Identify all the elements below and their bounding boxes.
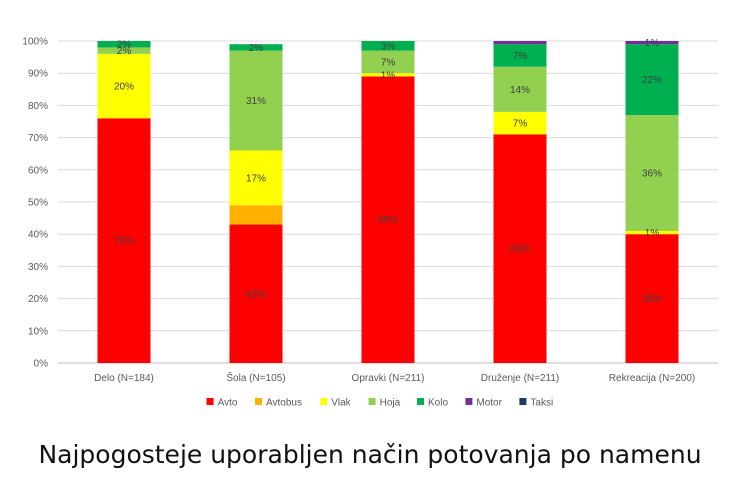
legend-swatch	[465, 398, 473, 405]
bar-segment	[493, 111, 547, 135]
legend-label: Motor	[476, 398, 502, 409]
data-label: 7%	[513, 51, 528, 62]
x-tick-label: Druženje (N=211)	[481, 373, 559, 384]
y-tick-label: 50%	[28, 198, 48, 209]
bars	[97, 41, 679, 364]
y-tick-label: 0%	[34, 359, 49, 370]
data-label: 2%	[117, 46, 132, 57]
legend-label: Avtobus	[266, 398, 302, 409]
bar-segment	[361, 76, 415, 364]
legend-label: Hoja	[380, 398, 401, 409]
legend: Avto Avtobus Vlak Hoja Kolo Motor Taksi	[206, 398, 553, 409]
bar-segment	[493, 44, 547, 67]
legend-swatch	[417, 398, 424, 405]
data-labels: 76%20%2%2%43%17%31%2%89%1%7%3%69%7%14%7%…	[114, 38, 662, 305]
y-tick-label: 100%	[22, 37, 48, 48]
bar-segment	[625, 41, 679, 45]
data-label: 36%	[642, 169, 662, 180]
bar-segment	[361, 73, 415, 77]
legend-swatch	[368, 398, 376, 405]
data-label: 20%	[114, 82, 134, 93]
y-tick-label: 10%	[28, 326, 48, 337]
legend-swatch	[206, 398, 214, 405]
y-tick-label: 30%	[28, 262, 48, 273]
data-label: 31%	[246, 96, 266, 107]
data-label: 2%	[117, 40, 132, 51]
x-axis-ticks: Delo (N=184) Šola (N=105) Opravki (N=211) D…	[94, 371, 695, 384]
y-tick-label: 20%	[28, 294, 48, 305]
y-tick-label: 60%	[28, 165, 48, 176]
y-tick-label: 80%	[28, 101, 48, 112]
x-tick-label: Rekreacija (N=200)	[609, 373, 695, 384]
legend-label: Kolo	[428, 398, 448, 409]
legend-swatch	[519, 398, 527, 405]
chart-caption: Najpogosteje uporabljen način potovanja …	[38, 440, 702, 469]
bar-segment	[229, 50, 283, 151]
data-label: 69%	[510, 244, 530, 255]
data-label: 89%	[378, 215, 398, 226]
data-label: 1%	[645, 228, 660, 239]
bar-segment	[97, 41, 151, 48]
data-label: 43%	[246, 289, 266, 300]
y-tick-label: 70%	[28, 133, 48, 144]
bar-segment	[625, 234, 679, 363]
bar-segment	[229, 150, 283, 206]
bar-segment	[97, 47, 151, 54]
bar-segment	[625, 230, 679, 235]
legend-label: Avto	[218, 398, 238, 409]
x-tick-label: Delo (N=184)	[94, 373, 154, 384]
bar-segment	[493, 134, 547, 363]
data-label: 7%	[381, 57, 396, 68]
x-tick-label: Šola (N=105)	[226, 371, 285, 384]
bar-segment	[493, 66, 547, 112]
bar-segment	[229, 44, 283, 51]
data-label: 22%	[642, 75, 662, 86]
legend-swatch	[255, 398, 262, 405]
data-label: 7%	[513, 119, 528, 130]
data-label: 1%	[645, 38, 660, 49]
x-tick-label: Opravki (N=211)	[352, 373, 425, 384]
bar-segment	[493, 41, 547, 45]
bar-segment	[229, 224, 283, 363]
data-label: 76%	[114, 236, 134, 247]
bar-segment	[361, 50, 415, 74]
legend-label: Taksi	[530, 398, 553, 409]
data-label: 39%	[642, 294, 662, 305]
bar-segment	[625, 44, 679, 116]
bar-segment	[97, 53, 151, 119]
y-axis-ticks: 0% 10% 20% 30% 40% 50% 60% 70% 80% 90% 100%	[22, 37, 48, 370]
y-tick-label: 90%	[28, 69, 48, 80]
data-label: 1%	[381, 70, 396, 81]
data-label: 2%	[249, 43, 264, 54]
bar-segment	[361, 41, 415, 51]
y-tick-label: 40%	[28, 230, 48, 241]
legend-swatch	[320, 398, 328, 405]
bar-segment	[229, 205, 283, 225]
bar-segment	[97, 118, 151, 363]
data-label: 3%	[381, 41, 396, 52]
data-label: 17%	[246, 173, 266, 184]
legend-label: Vlak	[331, 398, 351, 409]
data-label: 14%	[510, 85, 530, 96]
bar-segment	[625, 115, 679, 231]
